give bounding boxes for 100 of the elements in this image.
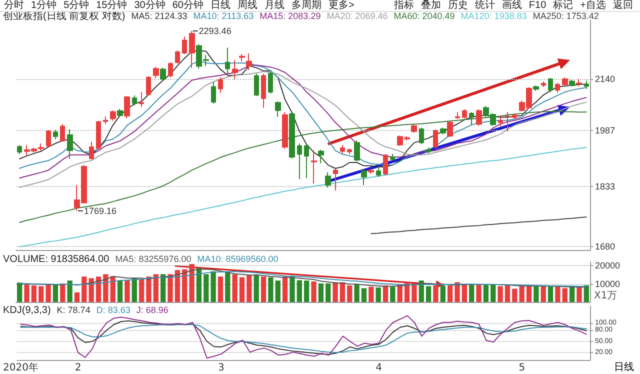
text: 分时 bbox=[4, 0, 24, 11]
text: 60分钟 bbox=[172, 0, 204, 11]
text: MA120: 1938.83 bbox=[460, 11, 527, 21]
candlestick bbox=[132, 94, 137, 106]
bar bbox=[412, 283, 417, 302]
candlestick bbox=[419, 127, 424, 145]
series-label: MA5: 83255976.00 bbox=[115, 254, 192, 264]
candlestick bbox=[239, 54, 245, 62]
candlestick bbox=[103, 116, 108, 125]
bar bbox=[426, 286, 432, 302]
candlestick bbox=[124, 96, 130, 119]
bar bbox=[476, 284, 482, 302]
candlestick bbox=[46, 130, 51, 148]
text: MA60: 2040.49 bbox=[394, 11, 455, 21]
candlestick bbox=[325, 172, 331, 188]
candlestick bbox=[182, 36, 187, 55]
bar bbox=[347, 285, 352, 302]
bar bbox=[540, 286, 546, 302]
text: 日线 bbox=[614, 362, 634, 374]
text: F10 bbox=[528, 0, 546, 11]
bar bbox=[218, 276, 224, 302]
candlestick bbox=[261, 73, 266, 108]
candlestick bbox=[333, 168, 338, 191]
candlestick bbox=[67, 128, 73, 160]
candlestick bbox=[60, 124, 65, 142]
candlestick bbox=[433, 128, 438, 149]
candlestick bbox=[548, 78, 553, 93]
text: +自选 bbox=[580, 0, 606, 11]
candlestick bbox=[447, 121, 453, 138]
candlestick bbox=[469, 112, 474, 126]
chart-title: VOLUME: 91835864.00 bbox=[3, 254, 110, 265]
x-tick-label: 2 bbox=[74, 362, 82, 374]
candlestick bbox=[282, 112, 288, 150]
candlestick bbox=[311, 150, 317, 184]
bar bbox=[204, 274, 209, 302]
bar bbox=[512, 288, 518, 302]
line-series bbox=[370, 216, 587, 234]
candlestick bbox=[455, 112, 460, 120]
bar bbox=[160, 274, 166, 302]
candlestick bbox=[275, 100, 281, 118]
bar bbox=[440, 285, 446, 302]
bar bbox=[110, 276, 116, 302]
bar bbox=[576, 286, 582, 302]
bar bbox=[117, 280, 123, 302]
candlestick bbox=[584, 80, 589, 90]
bar bbox=[483, 284, 489, 302]
candlestick bbox=[354, 140, 360, 162]
series-label: MA10: 85969560.00 bbox=[197, 254, 278, 264]
text: 1分钟 bbox=[31, 0, 57, 11]
bar bbox=[146, 276, 152, 302]
x-tick-label: 4 bbox=[376, 362, 382, 374]
candlestick bbox=[160, 67, 166, 80]
text: MA20: 2069.46 bbox=[326, 11, 388, 21]
bar bbox=[239, 277, 245, 302]
bar bbox=[562, 288, 568, 302]
bar bbox=[168, 274, 173, 302]
bar bbox=[268, 277, 274, 302]
bar bbox=[569, 286, 575, 302]
bar bbox=[17, 282, 22, 302]
candlestick bbox=[347, 148, 352, 155]
bar bbox=[52, 284, 58, 302]
annotation: 1769.16 bbox=[84, 206, 117, 216]
bar bbox=[555, 286, 560, 302]
text: 叠加 bbox=[420, 0, 441, 11]
bar bbox=[103, 274, 108, 302]
bar bbox=[174, 270, 180, 302]
candlestick bbox=[576, 78, 582, 87]
candlestick bbox=[225, 47, 230, 75]
bar bbox=[490, 284, 496, 302]
bar bbox=[153, 274, 158, 302]
x-tick-label: 5 bbox=[518, 362, 526, 374]
bar bbox=[138, 279, 144, 302]
candlestick bbox=[426, 147, 431, 154]
candlestick bbox=[117, 108, 123, 118]
bar bbox=[368, 286, 374, 302]
bar bbox=[504, 284, 510, 302]
candlestick bbox=[462, 108, 467, 119]
text: 更多> bbox=[328, 0, 354, 11]
bar bbox=[354, 284, 360, 302]
bar bbox=[24, 284, 30, 302]
candlestick bbox=[533, 84, 539, 92]
bar bbox=[210, 271, 216, 302]
candlestick bbox=[562, 76, 568, 86]
bar bbox=[584, 285, 589, 302]
bar bbox=[246, 275, 252, 302]
y-tick-label: 1680 bbox=[595, 242, 616, 252]
candlestick bbox=[304, 144, 309, 179]
candlestick bbox=[189, 30, 195, 68]
bar bbox=[548, 286, 554, 302]
candlestick bbox=[390, 153, 395, 162]
candlestick bbox=[17, 144, 22, 155]
bar bbox=[232, 274, 238, 302]
candlestick bbox=[246, 53, 252, 70]
bar bbox=[225, 272, 230, 302]
bar bbox=[332, 282, 338, 302]
bar bbox=[526, 285, 532, 302]
candlestick bbox=[146, 76, 151, 96]
text: 月线 bbox=[264, 0, 284, 11]
bar bbox=[74, 292, 80, 302]
bar bbox=[132, 278, 137, 302]
